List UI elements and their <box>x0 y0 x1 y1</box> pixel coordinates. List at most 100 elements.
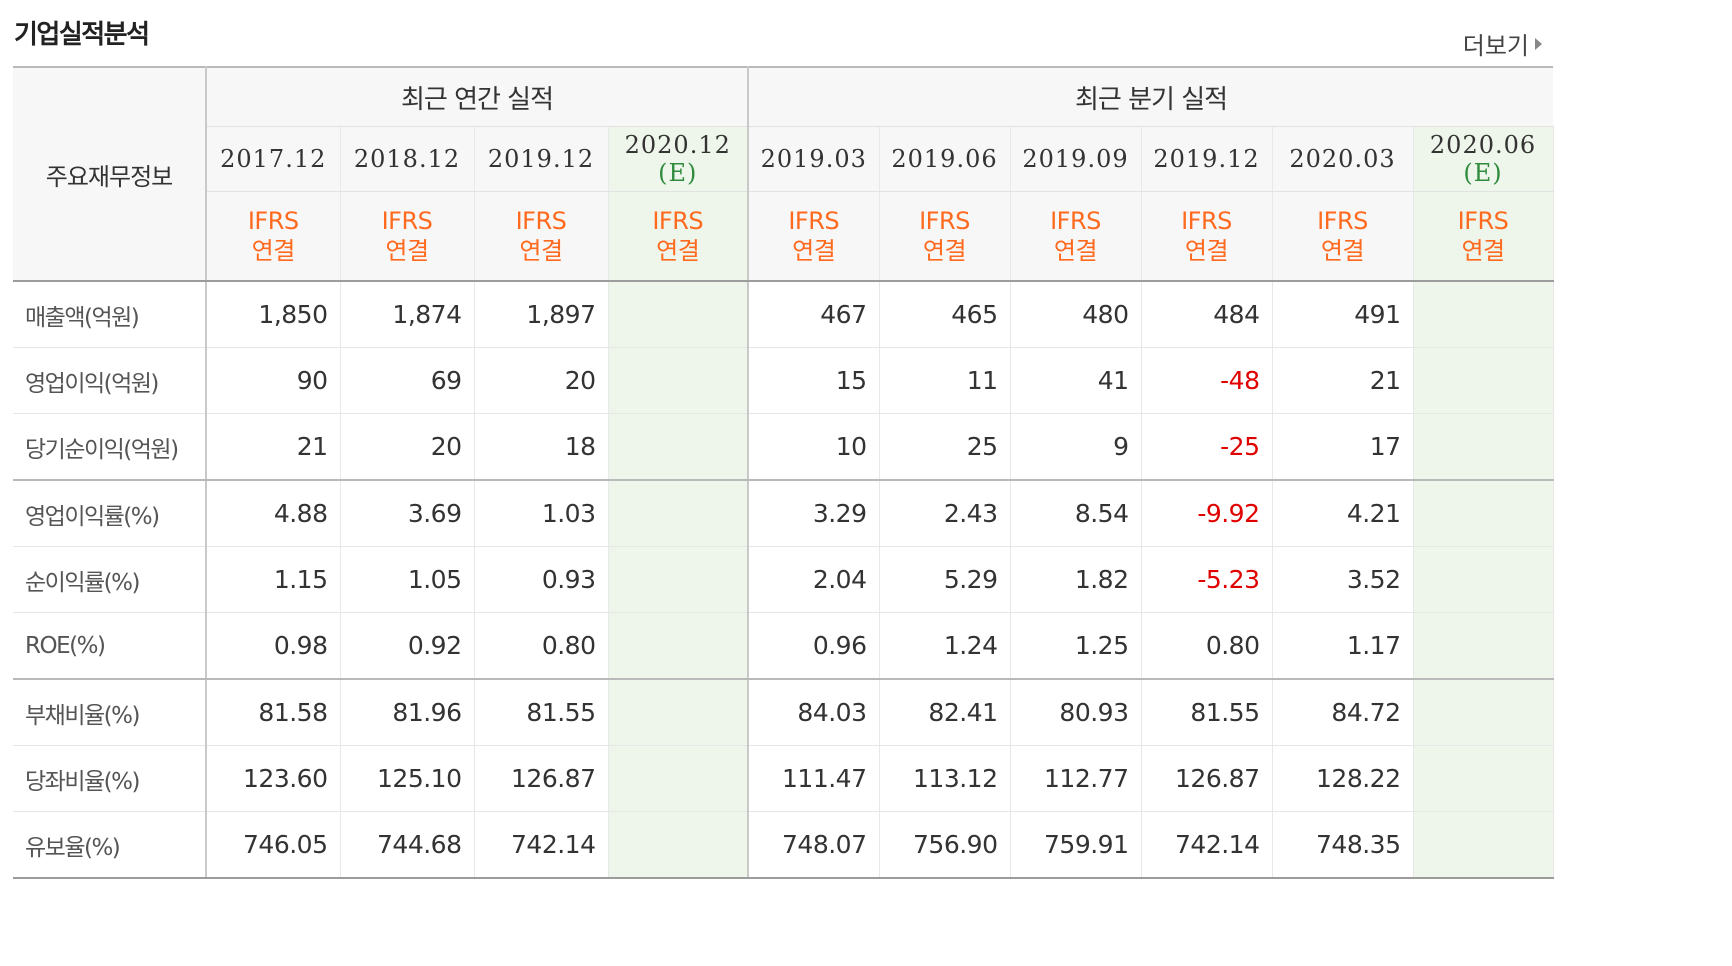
basis-scope: 연결 <box>251 237 296 265</box>
more-link-label: 더보기 <box>1462 32 1529 60</box>
table-cell: -25 <box>1141 413 1273 481</box>
basis-scope: 연결 <box>1053 237 1098 265</box>
table-cell <box>1413 745 1554 812</box>
accounting-basis: IFRS 연결 <box>474 191 609 282</box>
period-date: 2019.12 <box>1153 145 1260 173</box>
basis-standard: IFRS <box>1181 207 1232 235</box>
table-cell: 748.07 <box>748 811 880 879</box>
table-cell <box>608 612 749 680</box>
table-cell: 465 <box>879 281 1011 348</box>
basis-standard: IFRS <box>1457 207 1509 235</box>
table-cell: 123.60 <box>206 745 341 812</box>
table-row: 영업이익(억원) 90 69 20 15 11 41 -48 21 <box>13 347 1554 414</box>
table-cell: 0.96 <box>748 612 880 680</box>
table-cell: 3.69 <box>340 480 475 547</box>
table-cell: 2.43 <box>879 480 1011 547</box>
table-cell <box>608 413 749 481</box>
basis-standard: IFRS <box>1317 207 1368 235</box>
period-header: 2018.12 <box>340 126 475 192</box>
table-cell: 1.15 <box>206 546 341 613</box>
table-cell: 17 <box>1272 413 1414 481</box>
table-cell: 1.25 <box>1010 612 1142 680</box>
table-row: 영업이익률(%) 4.88 3.69 1.03 3.29 2.43 8.54 -9.92 4.2… <box>13 480 1554 547</box>
row-label: 매출액(억원) <box>13 281 207 348</box>
table-cell: 1.05 <box>340 546 475 613</box>
section-title: 기업실적분석 <box>14 20 150 50</box>
period-date: 2019.09 <box>1022 145 1129 173</box>
table-cell: 0.80 <box>1141 612 1273 680</box>
basis-scope: 연결 <box>792 237 836 265</box>
basis-scope: 연결 <box>1184 237 1229 265</box>
period-date-row: 2017.12 2018.12 2019.12 2020.12 (E) 2019.03 20… <box>13 126 1554 192</box>
table-cell: 0.93 <box>474 546 609 613</box>
table-cell: 113.12 <box>879 745 1011 812</box>
financial-summary-table: 주요재무정보 최근 연간 실적 최근 분기 실적 2017.12 2018.12 2… <box>13 66 1554 879</box>
period-date: 2019.12 <box>487 145 595 173</box>
table-cell: 4.88 <box>206 480 341 547</box>
table-row: ROE(%) 0.98 0.92 0.80 0.96 1.24 1.25 0.80 1.17 <box>13 612 1554 680</box>
table-cell: 112.77 <box>1010 745 1142 812</box>
table-cell: 8.54 <box>1010 480 1142 547</box>
period-date: 2020.03 <box>1289 145 1396 173</box>
table-cell: 9 <box>1010 413 1142 481</box>
period-header: 2019.06 <box>879 126 1011 192</box>
table-cell: 20 <box>474 347 609 414</box>
group-header-quarterly: 최근 분기 실적 <box>748 67 1554 127</box>
table-cell: 491 <box>1272 281 1414 348</box>
accounting-basis: IFRS 연결 <box>1141 191 1273 282</box>
row-label: 부채비율(%) <box>13 679 207 746</box>
table-cell: 1,850 <box>206 281 341 348</box>
row-label: ROE(%) <box>13 612 207 680</box>
period-header: 2019.12 <box>474 126 609 192</box>
table-cell <box>1413 811 1554 879</box>
table-cell: 3.52 <box>1272 546 1414 613</box>
table-cell: 742.14 <box>474 811 609 879</box>
table-cell: 84.72 <box>1272 679 1414 746</box>
basis-scope: 연결 <box>1320 237 1365 265</box>
table-cell: 15 <box>748 347 880 414</box>
table-cell <box>608 281 749 348</box>
accounting-basis: IFRS 연결 <box>748 191 880 282</box>
period-date: 2020.12 <box>624 131 731 159</box>
table-cell: 759.91 <box>1010 811 1142 879</box>
accounting-basis: IFRS 연결 <box>340 191 475 282</box>
table-cell: 126.87 <box>1141 745 1273 812</box>
table-cell <box>608 347 749 414</box>
accounting-basis: IFRS 연결 <box>1010 191 1142 282</box>
basis-scope: 연결 <box>656 237 700 265</box>
table-row: 매출액(억원) 1,850 1,874 1,897 467 465 480 484 491 <box>13 281 1554 348</box>
table-cell: 90 <box>206 347 341 414</box>
table-cell <box>1413 679 1554 746</box>
period-date: 2019.03 <box>760 145 867 173</box>
period-header: 2019.03 <box>748 126 880 192</box>
row-label: 당기순이익(억원) <box>13 413 207 481</box>
table-cell <box>608 745 749 812</box>
table-cell: 1.24 <box>879 612 1011 680</box>
table-row: 당기순이익(억원) 21 20 18 10 25 9 -25 17 <box>13 413 1554 481</box>
period-header: 2019.12 <box>1141 126 1273 192</box>
row-label: 유보율(%) <box>13 811 207 879</box>
period-header: 2017.12 <box>206 126 341 192</box>
table-cell: 1.03 <box>474 480 609 547</box>
table-cell: -5.23 <box>1141 546 1273 613</box>
accounting-basis: IFRS 연결 <box>1272 191 1414 282</box>
table-cell: 69 <box>340 347 475 414</box>
chevron-right-icon <box>1535 37 1542 50</box>
table-cell: 20 <box>340 413 475 481</box>
table-cell <box>1413 281 1554 348</box>
table-cell: 0.98 <box>206 612 341 680</box>
accounting-basis: IFRS 연결 <box>879 191 1011 282</box>
table-cell: 1.17 <box>1272 612 1414 680</box>
basis-standard: IFRS <box>788 207 840 235</box>
table-cell: 82.41 <box>879 679 1011 746</box>
basis-scope: 연결 <box>922 237 967 265</box>
table-cell: 81.55 <box>474 679 609 746</box>
table-cell <box>1413 612 1554 680</box>
table-cell: 111.47 <box>748 745 880 812</box>
more-link[interactable]: 더보기 <box>1463 26 1542 61</box>
table-cell: 84.03 <box>748 679 880 746</box>
table-cell: 5.29 <box>879 546 1011 613</box>
table-cell: 126.87 <box>474 745 609 812</box>
accounting-basis-row: IFRS 연결 IFRS 연결 IFRS 연결 IFRS 연결 IFRS 연결 IFRS 연결 IFRS… <box>13 191 1554 282</box>
table-cell: 10 <box>748 413 880 481</box>
